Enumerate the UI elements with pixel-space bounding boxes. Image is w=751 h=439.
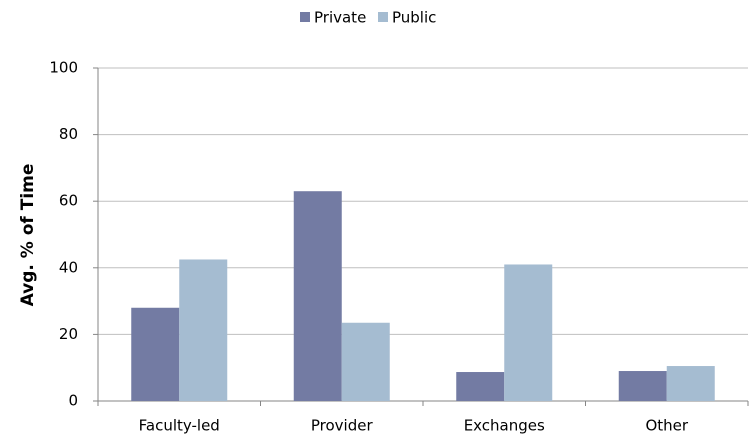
bar [618,371,667,401]
bar [131,307,180,401]
bar [504,264,553,401]
x-tick-label: Faculty-led [139,417,220,435]
y-tick-label: 0 [68,392,78,410]
y-tick-label: 20 [59,325,78,343]
bar [456,372,505,401]
y-tick-label: 40 [59,258,78,276]
x-tick-label: Other [645,417,688,435]
bar [341,322,390,401]
legend-label: Public [392,9,436,27]
legend-swatch [300,12,310,22]
legend-swatch [378,12,388,22]
y-axis-title: Avg. % of Time [18,164,38,307]
y-tick-label: 100 [49,59,78,77]
bar [293,191,342,401]
legend-label: Private [314,9,366,27]
bar [179,259,228,401]
x-tick-label: Provider [311,417,374,435]
y-tick-label: 60 [59,192,78,210]
y-tick-label: 80 [59,125,78,143]
bar [666,366,715,401]
x-tick-label: Exchanges [464,417,545,435]
